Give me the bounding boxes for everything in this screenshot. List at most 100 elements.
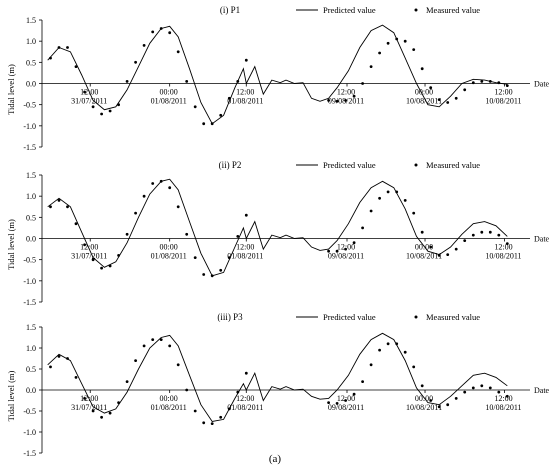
measured-value-point xyxy=(117,254,120,257)
measured-value-point xyxy=(463,88,467,92)
chart-panel-3: (iii) P3 -1.5 -1.0 -0.5 0.0 0.5 1.0 1.5 Tidal le… xyxy=(6,312,550,458)
legend-predicted-label: Predicted value xyxy=(323,312,376,322)
measured-value-point xyxy=(420,230,424,234)
measured-value-point xyxy=(412,211,416,215)
measured-value-point xyxy=(142,344,146,348)
measured-value-point xyxy=(369,209,373,213)
measured-value-point xyxy=(378,348,381,352)
measured-value-point xyxy=(74,376,78,379)
y-tick-label: -1.0 xyxy=(23,428,36,437)
measured-value-point xyxy=(100,415,103,419)
measured-value-point xyxy=(142,44,146,47)
measured-value-point xyxy=(344,247,347,251)
measured-value-point xyxy=(151,182,155,185)
x-tick-time-label: 00:00 xyxy=(415,243,433,252)
measured-value-point xyxy=(236,80,240,83)
measured-value-point xyxy=(437,254,441,257)
measured-value-point xyxy=(471,233,475,237)
measured-value-point xyxy=(91,258,95,262)
x-tick-date-label: 31/07/2011 xyxy=(71,252,107,261)
legend-measured-label: Measured value xyxy=(426,5,480,15)
x-tick-time-label: 00:00 xyxy=(415,394,433,403)
measured-value-point xyxy=(327,99,330,102)
measured-value-point xyxy=(236,235,240,238)
measured-value-point xyxy=(446,403,450,407)
measured-value-point xyxy=(134,359,138,362)
measured-value-point xyxy=(83,90,86,94)
measured-value-point xyxy=(159,179,163,183)
measured-value-point xyxy=(378,196,381,200)
measured-value-point xyxy=(159,338,163,341)
x-tick-time-label: 00:00 xyxy=(160,243,178,252)
x-tick-time-label: 12:00 xyxy=(80,243,98,252)
measured-value-point xyxy=(74,65,78,68)
measured-value-point xyxy=(91,105,95,109)
measured-value-point xyxy=(125,80,129,83)
measured-value-point xyxy=(227,407,231,411)
y-tick-label: 1.0 xyxy=(26,37,36,46)
chart-panel-2: (ii) P2 -1.5 -1.0 -0.5 0.0 0.5 1.0 1.5 Tidal lev… xyxy=(6,160,550,307)
measured-value-point xyxy=(488,80,492,83)
x-tick-time-label: 00:00 xyxy=(160,88,178,97)
x-tick-date-label: 01/08/2011 xyxy=(227,403,263,412)
measured-value-point xyxy=(66,205,69,209)
measured-value-point xyxy=(151,30,155,34)
measured-value-point xyxy=(108,109,112,113)
chart-panel-1: (i) P1 -1.5 -1.0 -0.5 0.0 0.5 1.0 1.5 Tidal leve… xyxy=(6,5,550,152)
measured-value-point xyxy=(463,239,467,243)
measured-value-point xyxy=(480,230,484,234)
y-axis-label: Tidal level (m) xyxy=(6,64,16,115)
x-tick-date-label: 10/08/2011 xyxy=(406,403,442,412)
x-tick-date-label: 31/07/2011 xyxy=(71,403,107,412)
y-tick-label: -0.5 xyxy=(23,256,36,265)
measured-value-point xyxy=(480,80,484,83)
measured-value-point xyxy=(369,65,373,68)
measured-value-point xyxy=(91,409,95,413)
x-tick-time-label: 12:00 xyxy=(236,243,254,252)
measured-value-point xyxy=(100,112,103,116)
measured-value-point xyxy=(227,96,231,100)
x-axis-label: Date xyxy=(534,235,550,244)
y-tick-label: -1.0 xyxy=(23,277,36,286)
chart-title: (i) P1 xyxy=(220,5,240,15)
y-tick-label: 1.0 xyxy=(26,192,36,201)
measured-value-point xyxy=(352,241,356,245)
measured-value-point xyxy=(168,344,172,348)
legend-measured-label: Measured value xyxy=(426,160,480,170)
measured-value-point xyxy=(488,230,492,234)
measured-value-point xyxy=(403,39,407,43)
measured-value-point xyxy=(412,365,416,369)
measured-value-point xyxy=(429,399,433,402)
y-tick-label: -0.5 xyxy=(23,407,36,416)
x-tick-time-label: 12:00 xyxy=(337,243,355,252)
measured-value-point xyxy=(83,243,86,247)
measured-value-point xyxy=(471,81,475,85)
predicted-value-line xyxy=(47,178,508,277)
measured-value-point xyxy=(202,273,206,276)
measured-value-point xyxy=(352,392,356,396)
measured-value-point xyxy=(74,222,78,226)
measured-value-point xyxy=(193,256,197,259)
measured-value-point xyxy=(386,190,390,194)
x-tick-date-label: 01/08/2011 xyxy=(151,252,187,261)
measured-value-point xyxy=(176,363,180,367)
measured-value-point xyxy=(210,274,214,278)
measured-value-point xyxy=(117,103,120,107)
measured-value-point xyxy=(420,384,424,388)
measured-value-point xyxy=(386,342,390,346)
y-tick-label: 1.5 xyxy=(26,171,36,180)
x-tick-time-label: 12:00 xyxy=(494,394,512,403)
y-tick-label: 0.5 xyxy=(26,213,36,222)
x-axis-label: Date xyxy=(534,80,550,89)
x-tick-time-label: 00:00 xyxy=(160,394,178,403)
measured-value-point xyxy=(429,245,433,249)
measured-value-point xyxy=(244,213,248,217)
x-tick-time-label: 12:00 xyxy=(494,243,512,252)
measured-value-point xyxy=(395,190,399,194)
measured-value-point xyxy=(66,357,69,360)
measured-value-point xyxy=(505,84,509,87)
measured-value-point xyxy=(176,50,180,54)
measured-value-point xyxy=(185,388,189,392)
measured-value-point xyxy=(344,399,347,402)
